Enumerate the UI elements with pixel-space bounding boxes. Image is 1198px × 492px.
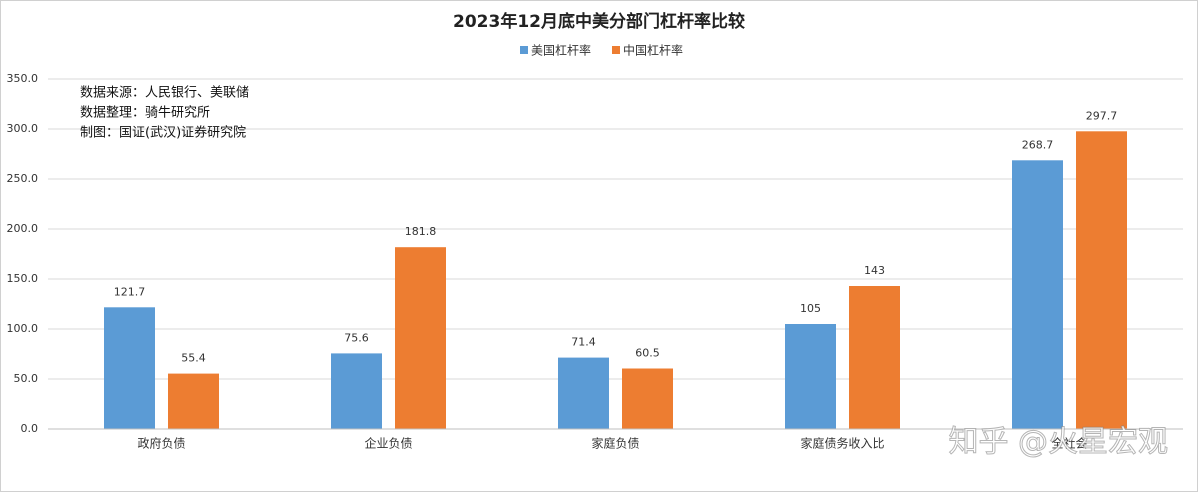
legend-swatch xyxy=(612,46,620,54)
y-tick-label: 250.0 xyxy=(7,172,39,185)
y-tick-label: 350.0 xyxy=(7,72,39,85)
annotation: 数据来源：人民银行、美联储 xyxy=(80,86,249,101)
value-label: 60.5 xyxy=(635,347,660,360)
value-label: 75.6 xyxy=(344,331,369,344)
chart-title: 2023年12月底中美分部门杠杆率比较 xyxy=(453,11,745,32)
watermark: 知乎 @火星宏观 xyxy=(948,425,1168,460)
value-label: 268.7 xyxy=(1022,138,1054,151)
bar xyxy=(785,324,836,429)
x-tick-label: 全社会 xyxy=(1051,436,1087,451)
bar xyxy=(849,286,900,429)
bar xyxy=(1012,160,1063,430)
legend-swatch xyxy=(520,46,528,54)
y-tick-label: 300.0 xyxy=(7,122,39,135)
value-label: 143 xyxy=(864,264,885,277)
y-tick-label: 200.0 xyxy=(7,222,39,235)
bar xyxy=(331,353,382,429)
value-label: 55.4 xyxy=(181,352,206,365)
x-tick-label: 家庭债务收入比 xyxy=(800,436,884,451)
value-label: 181.8 xyxy=(405,225,437,238)
y-tick-label: 100.0 xyxy=(7,322,39,335)
x-tick-label: 企业负债 xyxy=(364,436,412,451)
bar xyxy=(622,368,673,429)
x-tick-label: 政府负债 xyxy=(137,436,185,451)
bar xyxy=(104,307,155,429)
bar xyxy=(1076,131,1127,430)
bar xyxy=(558,357,609,429)
annotation: 数据整理：骑牛研究所 xyxy=(80,106,210,121)
legend-label: 中国杠杆率 xyxy=(623,43,683,58)
y-tick-label: 50.0 xyxy=(14,372,39,385)
value-label: 121.7 xyxy=(114,285,146,298)
y-tick-label: 0.0 xyxy=(21,422,39,435)
legend-label: 美国杠杆率 xyxy=(531,43,591,58)
value-label: 297.7 xyxy=(1086,109,1118,122)
value-label: 71.4 xyxy=(571,336,596,349)
bar xyxy=(395,247,446,429)
bar xyxy=(168,373,219,429)
x-tick-label: 家庭负债 xyxy=(591,436,639,451)
annotation: 制图：国证(武汉)证券研究院 xyxy=(80,125,246,141)
value-label: 105 xyxy=(800,302,821,315)
y-tick-label: 150.0 xyxy=(7,272,39,285)
